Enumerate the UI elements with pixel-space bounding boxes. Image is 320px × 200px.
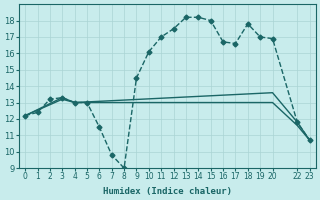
X-axis label: Humidex (Indice chaleur): Humidex (Indice chaleur): [103, 187, 232, 196]
